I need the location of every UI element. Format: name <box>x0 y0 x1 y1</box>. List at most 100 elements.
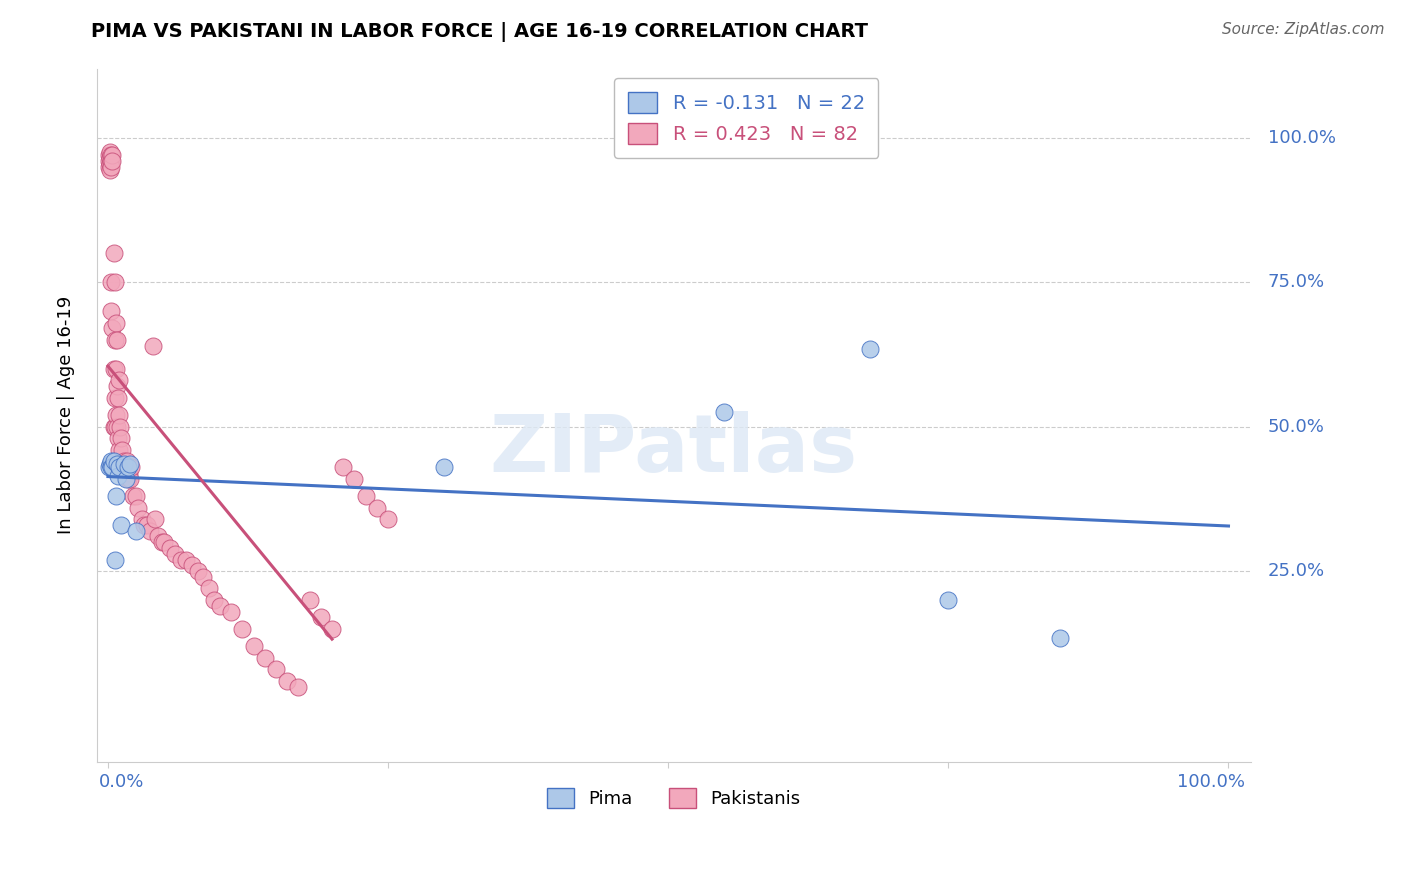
Point <box>143 512 166 526</box>
Text: 100.0%: 100.0% <box>1268 128 1336 147</box>
Point <box>115 472 138 486</box>
Point <box>343 472 366 486</box>
Point <box>100 153 122 168</box>
Point <box>115 454 138 468</box>
Point <box>104 362 127 376</box>
Point <box>191 570 214 584</box>
Point <box>139 524 162 538</box>
Point <box>101 153 124 168</box>
Point <box>107 391 129 405</box>
Point <box>118 466 141 480</box>
Point <box>103 362 125 376</box>
Point <box>108 374 131 388</box>
Point <box>98 148 121 162</box>
Point <box>100 160 122 174</box>
Point <box>253 650 276 665</box>
Point <box>105 457 128 471</box>
Point <box>287 680 309 694</box>
Point <box>110 419 132 434</box>
Point <box>148 529 170 543</box>
Point <box>100 304 122 318</box>
Text: 100.0%: 100.0% <box>1177 773 1246 791</box>
Point <box>219 605 242 619</box>
Point <box>112 454 135 468</box>
Point <box>110 431 132 445</box>
Point <box>433 460 456 475</box>
Point <box>197 582 219 596</box>
Point <box>170 552 193 566</box>
Point <box>117 460 139 475</box>
Point <box>936 593 959 607</box>
Point <box>100 275 122 289</box>
Text: 75.0%: 75.0% <box>1268 273 1324 292</box>
Point <box>103 454 125 468</box>
Point <box>332 460 354 475</box>
Point <box>208 599 231 613</box>
Point <box>100 148 122 162</box>
Point <box>117 472 139 486</box>
Text: 0.0%: 0.0% <box>98 773 145 791</box>
Text: ZIPatlas: ZIPatlas <box>489 411 858 489</box>
Point <box>120 457 142 471</box>
Point <box>108 442 131 457</box>
Text: PIMA VS PAKISTANI IN LABOR FORCE | AGE 16-19 CORRELATION CHART: PIMA VS PAKISTANI IN LABOR FORCE | AGE 1… <box>91 22 869 42</box>
Point <box>104 552 127 566</box>
Point <box>309 610 332 624</box>
Point <box>120 460 142 475</box>
Point <box>242 639 264 653</box>
Point <box>231 622 253 636</box>
Point <box>121 489 143 503</box>
Point <box>165 547 187 561</box>
Point <box>98 153 121 168</box>
Point <box>153 535 176 549</box>
Point <box>105 333 128 347</box>
Point <box>298 593 321 607</box>
Point <box>105 419 128 434</box>
Text: 25.0%: 25.0% <box>1268 562 1324 580</box>
Point <box>100 460 122 475</box>
Point <box>111 442 134 457</box>
Point <box>187 564 209 578</box>
Point <box>125 524 148 538</box>
Point <box>98 162 121 177</box>
Point <box>104 489 127 503</box>
Point <box>98 460 121 475</box>
Point <box>98 151 121 165</box>
Point <box>103 419 125 434</box>
Point <box>125 489 148 503</box>
Point <box>100 454 122 468</box>
Point <box>104 333 127 347</box>
Point <box>107 468 129 483</box>
Point <box>104 275 127 289</box>
Point <box>115 460 138 475</box>
Y-axis label: In Labor Force | Age 16-19: In Labor Force | Age 16-19 <box>58 296 75 534</box>
Point <box>107 431 129 445</box>
Text: 50.0%: 50.0% <box>1268 417 1324 435</box>
Point <box>108 408 131 422</box>
Point <box>142 339 165 353</box>
Point <box>150 535 173 549</box>
Point <box>377 512 399 526</box>
Legend: Pima, Pakistanis: Pima, Pakistanis <box>540 780 808 815</box>
Point <box>98 157 121 171</box>
Point <box>859 342 882 356</box>
Point <box>110 517 132 532</box>
Point <box>108 460 131 475</box>
Point <box>98 160 121 174</box>
Point <box>264 662 287 676</box>
Point <box>1049 631 1071 645</box>
Point <box>105 379 128 393</box>
Point <box>98 457 121 471</box>
Point <box>112 457 135 471</box>
Point <box>176 552 198 566</box>
Point <box>713 405 735 419</box>
Point <box>132 517 155 532</box>
Text: Source: ZipAtlas.com: Source: ZipAtlas.com <box>1222 22 1385 37</box>
Point <box>131 512 153 526</box>
Point <box>104 408 127 422</box>
Point <box>98 145 121 160</box>
Point <box>321 622 343 636</box>
Point <box>127 500 149 515</box>
Point <box>120 472 142 486</box>
Point <box>103 246 125 260</box>
